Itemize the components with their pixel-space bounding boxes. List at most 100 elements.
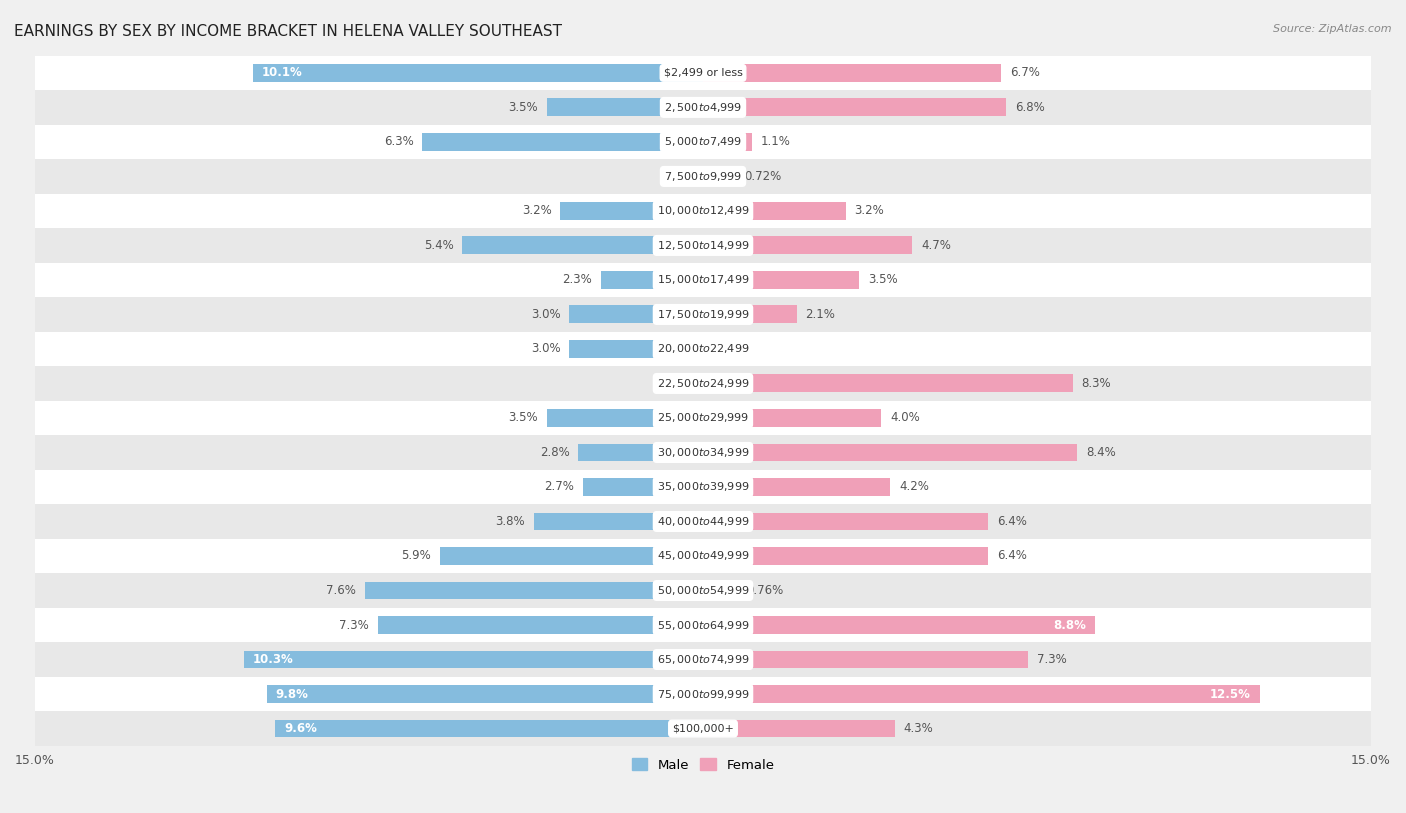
Bar	[35, 642, 1371, 676]
Text: $25,000 to $29,999: $25,000 to $29,999	[657, 411, 749, 424]
Text: $2,500 to $4,999: $2,500 to $4,999	[664, 101, 742, 114]
Text: 0.72%: 0.72%	[744, 170, 782, 183]
Legend: Male, Female: Male, Female	[626, 753, 780, 777]
Bar	[703, 271, 859, 289]
Text: 7.3%: 7.3%	[339, 619, 368, 632]
Bar	[35, 711, 1371, 746]
Bar	[703, 202, 845, 220]
Text: $35,000 to $39,999: $35,000 to $39,999	[657, 480, 749, 493]
Bar	[600, 271, 703, 289]
Text: $75,000 to $99,999: $75,000 to $99,999	[657, 688, 749, 701]
Bar	[35, 676, 1371, 711]
Text: 0.0%: 0.0%	[665, 170, 695, 183]
Bar	[703, 650, 1028, 668]
Text: 10.1%: 10.1%	[262, 67, 302, 80]
Bar	[35, 159, 1371, 193]
Text: 5.4%: 5.4%	[423, 239, 454, 252]
Bar	[35, 263, 1371, 298]
Text: $40,000 to $44,999: $40,000 to $44,999	[657, 515, 749, 528]
Text: 3.0%: 3.0%	[531, 308, 561, 321]
Text: 3.5%: 3.5%	[868, 273, 897, 286]
Bar	[569, 306, 703, 324]
Bar	[35, 298, 1371, 332]
Bar	[35, 124, 1371, 159]
Text: 7.3%: 7.3%	[1038, 653, 1067, 666]
Text: 0.0%: 0.0%	[665, 377, 695, 390]
Bar	[703, 409, 882, 427]
Bar	[703, 375, 1073, 393]
Bar	[547, 98, 703, 116]
Text: 3.5%: 3.5%	[509, 411, 538, 424]
Bar	[422, 133, 703, 151]
Text: $100,000+: $100,000+	[672, 724, 734, 733]
Text: 8.3%: 8.3%	[1081, 377, 1111, 390]
Text: 3.2%: 3.2%	[522, 204, 551, 217]
Bar	[35, 539, 1371, 573]
Bar	[35, 401, 1371, 435]
Text: $65,000 to $74,999: $65,000 to $74,999	[657, 653, 749, 666]
Text: $45,000 to $49,999: $45,000 to $49,999	[657, 550, 749, 563]
Text: $15,000 to $17,499: $15,000 to $17,499	[657, 273, 749, 286]
Bar	[35, 470, 1371, 504]
Bar	[703, 133, 752, 151]
Text: 9.6%: 9.6%	[284, 722, 318, 735]
Bar	[276, 720, 703, 737]
Bar	[364, 581, 703, 599]
Text: 2.3%: 2.3%	[562, 273, 592, 286]
Bar	[703, 237, 912, 254]
Text: 8.4%: 8.4%	[1085, 446, 1116, 459]
Bar	[703, 478, 890, 496]
Text: $20,000 to $22,499: $20,000 to $22,499	[657, 342, 749, 355]
Text: 8.8%: 8.8%	[1053, 619, 1085, 632]
Text: 6.7%: 6.7%	[1011, 67, 1040, 80]
Bar	[703, 547, 988, 565]
Text: $30,000 to $34,999: $30,000 to $34,999	[657, 446, 749, 459]
Bar	[35, 228, 1371, 263]
Text: Source: ZipAtlas.com: Source: ZipAtlas.com	[1274, 24, 1392, 34]
Text: $12,500 to $14,999: $12,500 to $14,999	[657, 239, 749, 252]
Text: 4.7%: 4.7%	[921, 239, 950, 252]
Bar	[35, 435, 1371, 470]
Text: 5.9%: 5.9%	[402, 550, 432, 563]
Text: 0.76%: 0.76%	[745, 584, 783, 597]
Text: 2.1%: 2.1%	[806, 308, 835, 321]
Bar	[35, 55, 1371, 90]
Bar	[35, 608, 1371, 642]
Bar	[703, 444, 1077, 462]
Bar	[703, 98, 1005, 116]
Bar	[703, 685, 1260, 703]
Bar	[582, 478, 703, 496]
Text: $10,000 to $12,499: $10,000 to $12,499	[657, 204, 749, 217]
Bar	[703, 167, 735, 185]
Bar	[35, 193, 1371, 228]
Bar	[703, 616, 1095, 634]
Text: 0.0%: 0.0%	[711, 342, 741, 355]
Bar	[703, 64, 1001, 82]
Text: $5,000 to $7,499: $5,000 to $7,499	[664, 136, 742, 149]
Text: 4.0%: 4.0%	[890, 411, 920, 424]
Text: 2.8%: 2.8%	[540, 446, 569, 459]
Text: $50,000 to $54,999: $50,000 to $54,999	[657, 584, 749, 597]
Bar	[245, 650, 703, 668]
Text: 6.4%: 6.4%	[997, 550, 1026, 563]
Text: 12.5%: 12.5%	[1211, 688, 1251, 701]
Text: $22,500 to $24,999: $22,500 to $24,999	[657, 377, 749, 390]
Text: 3.0%: 3.0%	[531, 342, 561, 355]
Text: 6.3%: 6.3%	[384, 136, 413, 149]
Bar	[703, 581, 737, 599]
Bar	[547, 409, 703, 427]
Bar	[35, 366, 1371, 401]
Text: $2,499 or less: $2,499 or less	[664, 68, 742, 78]
Bar	[534, 512, 703, 530]
Text: 10.3%: 10.3%	[253, 653, 294, 666]
Text: 1.1%: 1.1%	[761, 136, 790, 149]
Bar	[378, 616, 703, 634]
Bar	[703, 306, 797, 324]
Text: 4.2%: 4.2%	[898, 480, 929, 493]
Bar	[463, 237, 703, 254]
Bar	[569, 340, 703, 358]
Text: 7.6%: 7.6%	[326, 584, 356, 597]
Bar	[561, 202, 703, 220]
Text: 6.4%: 6.4%	[997, 515, 1026, 528]
Text: 4.3%: 4.3%	[904, 722, 934, 735]
